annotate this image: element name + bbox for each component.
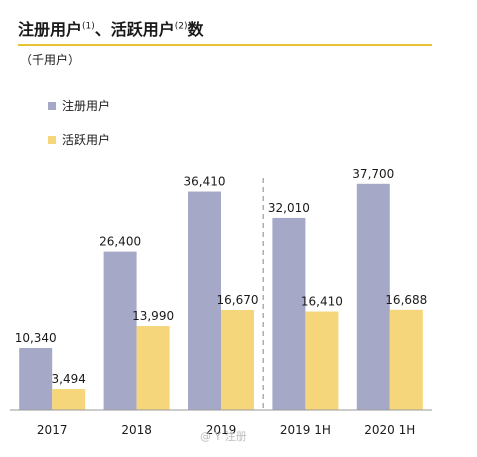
data-label-registered-4: 37,700 — [352, 167, 394, 181]
data-label-registered-1: 26,400 — [99, 235, 141, 249]
unit-label: （千用户） — [20, 53, 81, 67]
bar-active-4 — [389, 309, 423, 410]
bar-active-3 — [305, 311, 339, 410]
bar-registered-2 — [188, 191, 221, 410]
data-label-active-3: 16,410 — [301, 295, 343, 309]
legend-label-active: 活跃用户 — [62, 133, 111, 147]
data-label-registered-3: 32,010 — [268, 201, 310, 215]
x-tick-label-4: 2020 1H — [364, 423, 415, 437]
data-label-active-0: 3,494 — [52, 372, 86, 386]
title-note2: (2) — [174, 21, 188, 32]
bar-registered-4 — [356, 183, 390, 410]
title-sep: 、活跃用户 — [94, 20, 175, 39]
data-label-registered-2: 36,410 — [184, 175, 226, 189]
legend-label-registered: 注册用户 — [62, 99, 111, 113]
chart-title: 注册用户(1)、活跃用户(2)数 — [18, 16, 204, 40]
data-label-active-1: 13,990 — [132, 309, 174, 323]
title-rule — [18, 44, 432, 46]
legend-item-registered: 注册用户 — [48, 97, 110, 114]
data-label-registered-0: 10,340 — [15, 331, 57, 345]
bar-active-0 — [52, 389, 86, 410]
title-part1: 注册用户 — [18, 20, 83, 39]
title-note1: (1) — [82, 21, 95, 32]
bar-registered-0 — [19, 347, 53, 410]
bar-active-1 — [136, 326, 170, 410]
data-label-active-2: 16,670 — [217, 293, 259, 307]
bar-active-2 — [221, 309, 254, 410]
watermark: @ Y 注册 — [200, 430, 247, 443]
title-part2: 数 — [187, 20, 204, 39]
x-tick-label-2: 2019 — [206, 423, 237, 437]
x-tick-label-1: 2018 — [121, 423, 152, 437]
legend-swatch-active — [48, 135, 56, 144]
bar-registered-3 — [272, 217, 306, 410]
bar-registered-1 — [103, 251, 137, 410]
x-tick-label-0: 2017 — [37, 423, 68, 437]
data-label-active-4: 16,688 — [385, 293, 427, 307]
legend-swatch-registered — [48, 101, 56, 110]
x-tick-label-3: 2019 1H — [280, 423, 331, 437]
legend-item-active: 活跃用户 — [48, 131, 110, 148]
